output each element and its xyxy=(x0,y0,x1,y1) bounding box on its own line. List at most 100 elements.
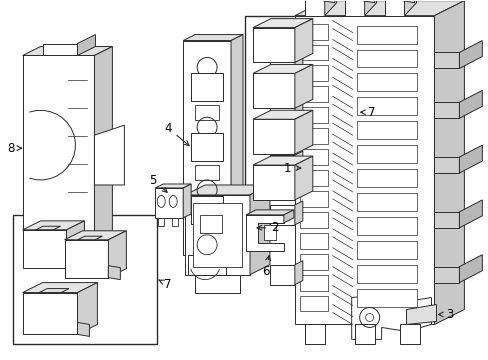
Polygon shape xyxy=(252,73,294,108)
Polygon shape xyxy=(294,19,312,62)
Polygon shape xyxy=(108,231,126,278)
Text: 7: 7 xyxy=(159,278,172,291)
Polygon shape xyxy=(458,41,481,68)
Polygon shape xyxy=(304,0,336,3)
Polygon shape xyxy=(64,231,126,240)
Bar xyxy=(356,169,416,187)
Text: 1: 1 xyxy=(284,162,300,175)
Polygon shape xyxy=(304,324,324,345)
Polygon shape xyxy=(344,0,376,3)
Polygon shape xyxy=(230,35,243,255)
Polygon shape xyxy=(269,105,294,125)
Polygon shape xyxy=(294,15,433,324)
Bar xyxy=(356,97,416,115)
Polygon shape xyxy=(245,210,293,215)
Bar xyxy=(200,215,222,233)
Polygon shape xyxy=(294,64,312,108)
Polygon shape xyxy=(294,151,302,175)
Bar xyxy=(356,241,416,259)
Polygon shape xyxy=(344,0,364,15)
Bar xyxy=(299,254,327,270)
Polygon shape xyxy=(39,289,69,293)
Polygon shape xyxy=(185,195,249,275)
Bar xyxy=(193,203,242,267)
Bar xyxy=(299,66,327,81)
Polygon shape xyxy=(304,0,324,15)
Polygon shape xyxy=(22,55,94,245)
Bar xyxy=(356,50,416,67)
Polygon shape xyxy=(269,265,294,285)
Polygon shape xyxy=(185,185,269,195)
Polygon shape xyxy=(384,0,416,3)
Polygon shape xyxy=(108,266,120,280)
Polygon shape xyxy=(38,245,77,263)
Polygon shape xyxy=(433,1,464,324)
Polygon shape xyxy=(22,230,66,268)
Bar xyxy=(356,289,416,306)
Polygon shape xyxy=(399,324,419,345)
Polygon shape xyxy=(294,1,464,15)
Polygon shape xyxy=(458,90,481,118)
Text: 7: 7 xyxy=(360,106,375,119)
Bar xyxy=(299,212,327,228)
Bar xyxy=(299,86,327,102)
Polygon shape xyxy=(252,165,294,200)
Polygon shape xyxy=(22,283,97,293)
Polygon shape xyxy=(406,305,436,324)
Bar xyxy=(264,225,275,240)
Polygon shape xyxy=(77,323,89,336)
Polygon shape xyxy=(433,102,458,118)
Polygon shape xyxy=(252,19,312,28)
Polygon shape xyxy=(364,0,376,15)
Bar xyxy=(195,105,219,120)
Polygon shape xyxy=(458,145,481,173)
Polygon shape xyxy=(42,44,77,55)
Polygon shape xyxy=(188,255,225,275)
Bar xyxy=(299,233,327,249)
Polygon shape xyxy=(284,210,293,223)
Polygon shape xyxy=(249,185,269,275)
Bar xyxy=(191,73,223,101)
Bar xyxy=(299,191,327,207)
Polygon shape xyxy=(433,53,458,68)
Polygon shape xyxy=(22,46,112,55)
Polygon shape xyxy=(94,125,124,185)
Polygon shape xyxy=(64,240,108,278)
Polygon shape xyxy=(294,201,302,225)
Polygon shape xyxy=(36,226,61,230)
Bar xyxy=(195,228,219,243)
Bar xyxy=(299,149,327,165)
Bar xyxy=(356,73,416,91)
Polygon shape xyxy=(294,51,302,75)
Polygon shape xyxy=(183,41,230,255)
Polygon shape xyxy=(66,256,78,270)
Polygon shape xyxy=(324,0,336,15)
Bar xyxy=(299,128,327,144)
Polygon shape xyxy=(294,101,302,125)
Polygon shape xyxy=(269,205,294,225)
Polygon shape xyxy=(195,275,240,293)
Bar xyxy=(244,15,354,210)
Polygon shape xyxy=(78,236,102,240)
Bar xyxy=(356,121,416,139)
Text: 3: 3 xyxy=(438,308,452,321)
Bar xyxy=(356,217,416,235)
Polygon shape xyxy=(269,155,294,175)
Polygon shape xyxy=(433,212,458,228)
Ellipse shape xyxy=(169,195,177,207)
Text: 6: 6 xyxy=(262,256,270,278)
Polygon shape xyxy=(252,64,312,73)
Text: 4: 4 xyxy=(164,122,189,145)
Polygon shape xyxy=(294,261,302,285)
Polygon shape xyxy=(252,110,312,119)
Bar xyxy=(13,215,157,345)
Bar xyxy=(191,133,223,161)
Polygon shape xyxy=(22,221,84,230)
Bar xyxy=(356,265,416,283)
Polygon shape xyxy=(384,0,404,15)
Text: 8: 8 xyxy=(7,141,21,155)
Polygon shape xyxy=(252,156,312,165)
Polygon shape xyxy=(155,188,183,218)
Bar xyxy=(195,165,219,180)
Polygon shape xyxy=(94,46,112,245)
